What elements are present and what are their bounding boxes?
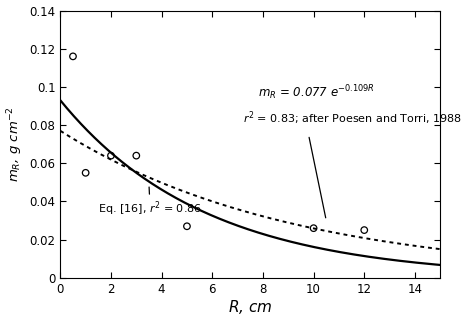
Point	[360, 228, 368, 233]
Point	[69, 54, 77, 59]
Text: $m_{R}$ = 0.077 e$^{-0.109R}$: $m_{R}$ = 0.077 e$^{-0.109R}$	[258, 83, 374, 102]
Text: $r^{2}$ = 0.83; after Poesen and Torri, 1988: $r^{2}$ = 0.83; after Poesen and Torri, …	[243, 109, 462, 127]
Point	[133, 153, 140, 158]
Y-axis label: $m_{R}$, g cm$^{-2}$: $m_{R}$, g cm$^{-2}$	[6, 106, 25, 182]
Point	[183, 224, 191, 229]
Text: Eq. [16], $r^{2}$ = 0.86: Eq. [16], $r^{2}$ = 0.86	[98, 187, 202, 218]
X-axis label: $R$, cm: $R$, cm	[228, 298, 273, 317]
Point	[310, 226, 318, 231]
Point	[82, 170, 90, 175]
Point	[107, 153, 115, 158]
